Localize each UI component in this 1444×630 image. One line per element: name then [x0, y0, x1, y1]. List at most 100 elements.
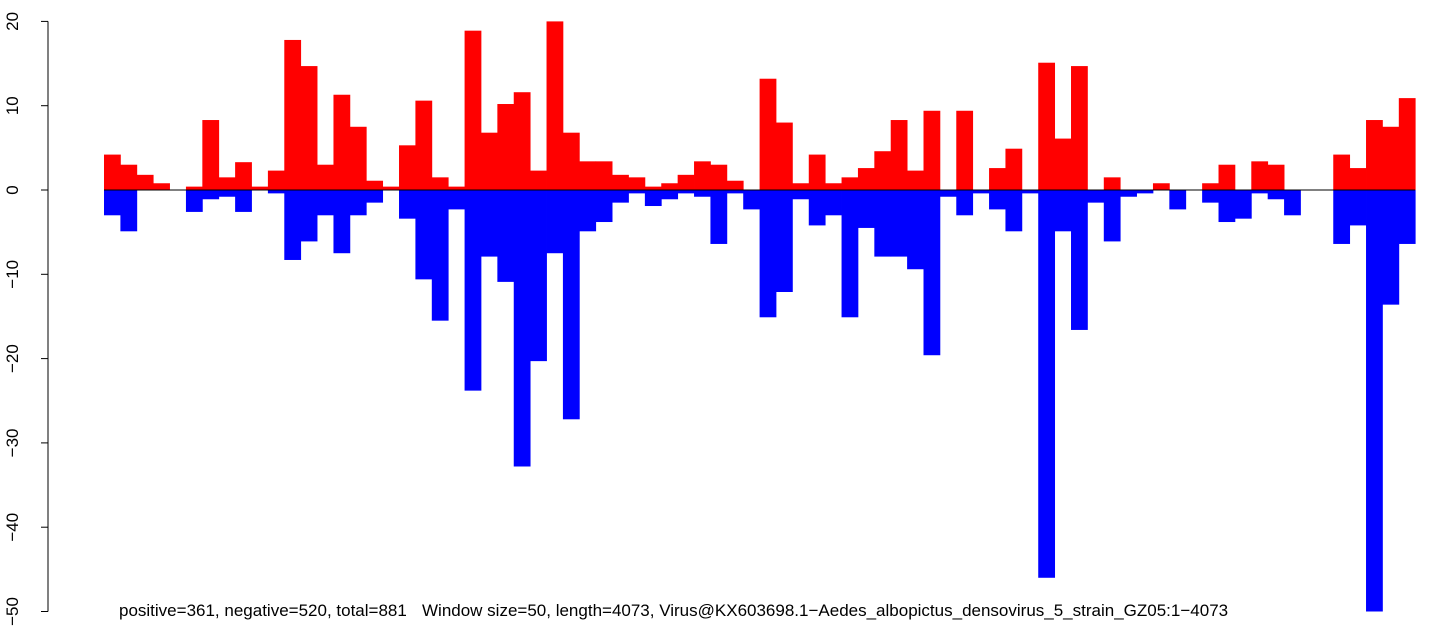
negative-bar	[841, 190, 859, 318]
negative-bar	[1103, 190, 1121, 242]
negative-bar	[939, 190, 957, 197]
positive-bar	[661, 183, 679, 190]
positive-bar	[841, 177, 859, 190]
positive-bar	[218, 177, 236, 190]
positive-bar	[530, 170, 547, 190]
negative-bar	[480, 190, 498, 257]
positive-bar	[1005, 148, 1023, 190]
negative-bar	[874, 190, 892, 257]
negative-bar	[530, 190, 547, 362]
negative-bar	[497, 190, 515, 282]
positive-bar	[579, 161, 597, 190]
positive-bar	[1398, 98, 1416, 190]
y-tick-label: −40	[3, 513, 22, 542]
positive-bar	[710, 164, 728, 190]
positive-bar	[595, 161, 613, 190]
positive-bar	[694, 161, 711, 190]
positive-bar	[1267, 164, 1285, 190]
negative-bar	[448, 190, 465, 210]
negative-bar	[284, 190, 302, 260]
negative-bar	[1087, 190, 1105, 203]
negative-bar	[546, 190, 564, 254]
positive-bar	[1202, 183, 1219, 190]
y-tick-label: 20	[3, 12, 22, 31]
negative-bar	[1005, 190, 1023, 232]
negative-bar	[333, 190, 351, 254]
negative-bar	[464, 190, 482, 391]
negative-bar	[1349, 190, 1367, 226]
negative-bar	[1169, 190, 1187, 210]
positive-bar	[267, 170, 285, 190]
negative-bar	[235, 190, 252, 212]
positive-bar	[431, 177, 449, 190]
negative-bar	[431, 190, 449, 321]
negative-bar	[677, 190, 695, 194]
positive-bar	[907, 170, 924, 190]
positive-bar	[480, 132, 498, 190]
y-tick-label: 10	[3, 96, 22, 115]
positive-bar	[415, 100, 433, 190]
negative-bar	[1398, 190, 1416, 244]
negative-bars	[104, 190, 1416, 612]
positive-bar	[366, 180, 384, 190]
negative-bar	[775, 190, 793, 292]
negative-bar	[202, 190, 220, 200]
negative-bar	[710, 190, 728, 244]
negative-bar	[743, 190, 760, 210]
negative-bar	[366, 190, 384, 203]
y-tick-label: −30	[3, 428, 22, 457]
positive-bar	[1366, 120, 1383, 190]
y-tick-label: 0	[3, 185, 22, 194]
positive-bar	[562, 132, 580, 190]
negative-bar	[349, 190, 367, 216]
negative-bar	[415, 190, 433, 280]
negative-bar	[317, 190, 334, 216]
negative-bar	[104, 190, 121, 216]
negative-bar	[907, 190, 924, 270]
positive-bar	[726, 180, 744, 190]
negative-bar	[792, 190, 810, 200]
positive-bar	[513, 92, 531, 190]
negative-bar	[923, 190, 941, 356]
positive-bar	[1103, 177, 1121, 190]
negative-bar	[579, 190, 597, 232]
positive-bar	[1349, 168, 1367, 190]
negative-bar	[267, 190, 285, 194]
positive-bar	[628, 177, 646, 190]
positive-bar	[251, 186, 269, 190]
positive-bar	[956, 110, 974, 190]
positive-bar	[874, 151, 892, 190]
negative-bar	[808, 190, 826, 226]
positive-bar	[399, 145, 416, 190]
negative-bar	[628, 190, 646, 194]
negative-bar	[399, 190, 416, 219]
footer-stats-label: positive=361, negative=520, total=881	[119, 601, 407, 620]
positive-bar	[644, 186, 662, 190]
negative-bar	[644, 190, 662, 207]
negative-bar	[1038, 190, 1056, 578]
positive-bar	[185, 186, 203, 190]
negative-bar	[612, 190, 629, 203]
positive-bar	[1333, 154, 1351, 190]
negative-bar	[1382, 190, 1400, 305]
positive-bar	[136, 174, 154, 190]
positive-bar	[1054, 138, 1072, 190]
positive-bar	[153, 183, 170, 190]
negative-bar	[562, 190, 580, 420]
positive-bar	[677, 174, 695, 190]
negative-bar	[1251, 190, 1269, 194]
negative-bar	[759, 190, 777, 318]
negative-bar	[1267, 190, 1285, 200]
positive-bar	[1251, 161, 1269, 190]
y-tick-label: −20	[3, 344, 22, 373]
y-axis: 20 10 0 −10 −20 −30 −40 −50	[3, 12, 49, 626]
negative-bar	[300, 190, 318, 242]
negative-bar	[1284, 190, 1301, 216]
negative-bar	[989, 190, 1006, 210]
negative-bar	[1366, 190, 1383, 612]
y-tick-label: −50	[3, 597, 22, 626]
y-tick-label: −10	[3, 260, 22, 289]
negative-bar	[661, 190, 679, 200]
negative-bar	[972, 190, 990, 194]
